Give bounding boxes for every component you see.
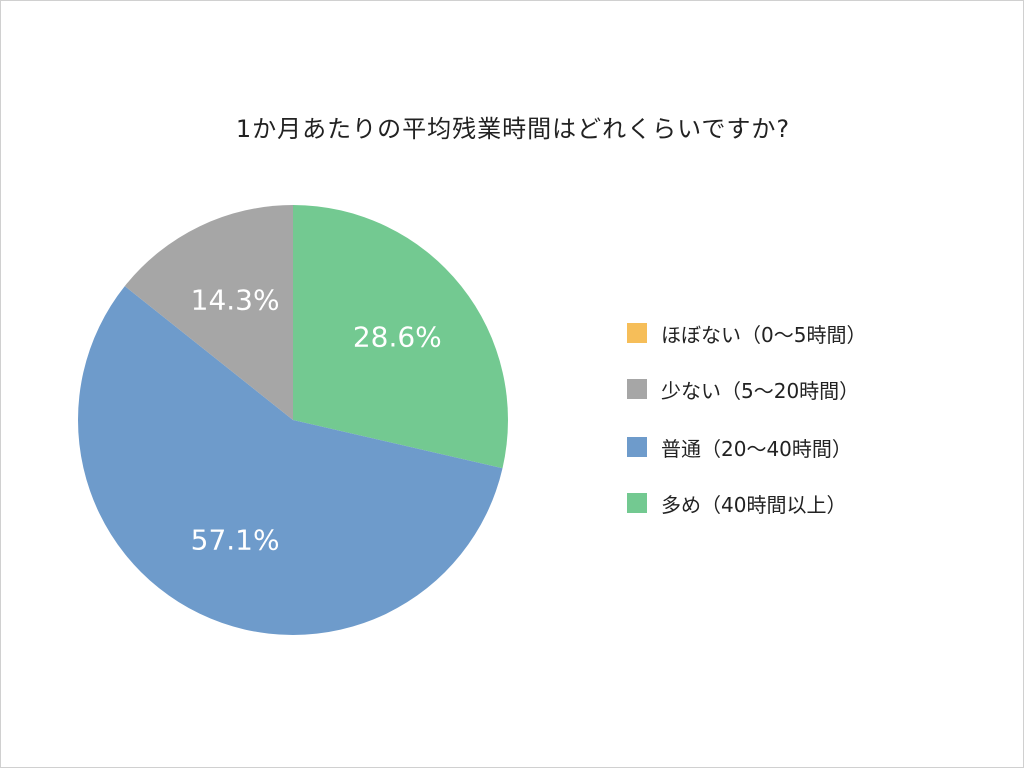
legend-item-oome: 多め（40時間以上） [627,489,957,517]
legend: ほぼない（0〜5時間） 少ない（5〜20時間） 普通（20〜40時間） 多め（4… [627,319,957,545]
legend-label-oome: 多め（40時間以上） [661,492,847,517]
slice-sukunai-label: 14.3% [191,283,280,316]
legend-swatch-futsuu [627,437,647,457]
legend-label-futsuu: 普通（20〜40時間） [661,436,852,461]
legend-swatch-sukunai [627,379,647,399]
slice-oome-label: 28.6% [353,320,442,353]
legend-swatch-oome [627,493,647,513]
legend-label-sukunai: 少ない（5〜20時間） [661,378,860,403]
legend-item-sukunai: 少ない（5〜20時間） [627,375,957,403]
legend-label-hobonai: ほぼない（0〜5時間） [661,322,867,347]
legend-swatch-hobonai [627,323,647,343]
legend-item-hobonai: ほぼない（0〜5時間） [627,319,957,347]
legend-item-futsuu: 普通（20〜40時間） [627,433,957,461]
slice-futsuu [78,286,503,635]
chart-title: 1か月あたりの平均残業時間はどれくらいですか? [235,115,791,143]
slice-sukunai [124,205,293,420]
slice-futsuu-label: 57.1% [191,524,280,557]
slice-oome [293,205,508,469]
